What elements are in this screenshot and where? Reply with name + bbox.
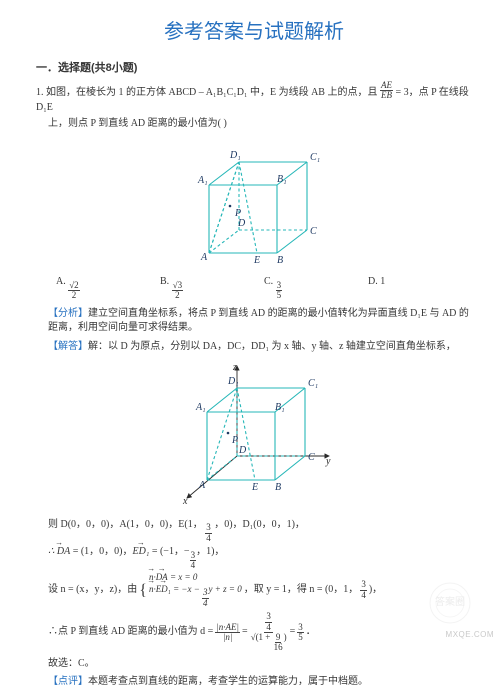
comment-tag: 【点评】	[48, 676, 88, 687]
option-C: C. 35	[264, 275, 368, 300]
calc-distance: ∴点 P 到直线 AD 距离的最小值为 d = |n·AE| |n| = 34 …	[36, 612, 472, 653]
svg-text:y: y	[325, 456, 331, 467]
svg-text:P: P	[231, 435, 238, 446]
watermark-text: MXQE.COM	[446, 629, 494, 641]
svg-text:C: C	[310, 226, 317, 237]
svg-text:D₁: D₁	[229, 150, 241, 161]
option-D: D. 1	[368, 275, 472, 300]
solution-tag: 【解答】	[48, 341, 88, 352]
left-brace-icon: {	[139, 579, 147, 602]
calc-vectors: ∴ DA = (1，0，0)，ED₁ = (−1，−34，1)，	[36, 545, 472, 570]
svg-text:A: A	[200, 252, 208, 263]
dist-frac-numeric: 34 √(1 + 916)	[250, 612, 288, 653]
svg-text:C₁: C₁	[308, 378, 318, 389]
page-title: 参考答案与试题解析	[36, 18, 472, 47]
svg-text:B: B	[277, 255, 283, 266]
svg-text:A₁: A₁	[197, 175, 208, 186]
problem-line2: 上，则点 P 到直线 AD 距离的最小值为( )	[36, 117, 472, 132]
svg-text:B₁: B₁	[275, 402, 285, 413]
options-row: A. √22 B. √32 C. 35 D. 1	[36, 275, 472, 300]
calc-coords: 则 D(0，0，0)，A(1，0，0)，E(1， 34 ，0)，D₁(0，0，1…	[36, 518, 472, 543]
svg-text:D: D	[238, 445, 247, 456]
svg-text:A₁: A₁	[195, 402, 206, 413]
svg-text:E: E	[253, 255, 260, 266]
svg-text:C₁: C₁	[310, 152, 320, 163]
problem-number: 1.	[36, 87, 44, 98]
svg-text:B: B	[275, 482, 281, 493]
analysis-tag: 【分析】	[48, 308, 88, 319]
sys-eq-2: n·ED₁ = −x − 34y + z = 0	[149, 584, 242, 608]
solution-line: 【解答】解：以 D 为原点，分别以 DA，DC，DD₁ 为 x 轴、y 轴、z …	[36, 340, 472, 355]
svg-text:P: P	[234, 208, 241, 219]
svg-text:A: A	[198, 480, 206, 491]
svg-text:z: z	[232, 362, 237, 373]
svg-text:C: C	[308, 452, 315, 463]
analysis-line: 【分析】建立空间直角坐标系，将点 P 到直线 AD 的距离的最小值转化为异面直线…	[36, 307, 472, 336]
ratio-AE-EB: AE EB	[380, 81, 393, 101]
option-A: A. √22	[56, 275, 160, 300]
svg-text:D₁: D₁	[227, 376, 239, 387]
calc-conclusion: 故选：C。	[36, 657, 472, 672]
calc-system: 设 n = (x，y，z)，由 { n·DA = x = 0 n·ED₁ = −…	[36, 572, 472, 608]
figure-cube-1: A B C D A₁ B₁ C₁ D₁ E P	[36, 138, 472, 272]
svg-text:E: E	[251, 482, 258, 493]
cube-svg-2: A B C D A₁ B₁ C₁ D₁ E P z y x	[169, 360, 339, 508]
svg-text:B₁: B₁	[277, 174, 287, 185]
option-B: B. √32	[160, 275, 264, 300]
svg-text:D: D	[237, 218, 246, 229]
problem-line1: 1. 如图，在棱长为 1 的正方体 ABCD – A₁B₁C₁D₁ 中，E 为线…	[36, 81, 472, 115]
comment-line: 【点评】本题考查点到直线的距离，考查学生的运算能力，属于中档题。	[36, 675, 472, 690]
figure-cube-2: A B C D A₁ B₁ C₁ D₁ E P z y x	[36, 360, 472, 514]
watermark-stamp: 答案圈	[428, 581, 472, 625]
cube-svg-1: A B C D A₁ B₁ C₁ D₁ E P	[179, 138, 329, 266]
section-heading: 一．选择题(共8小题)	[36, 61, 472, 77]
dist-result: 3 5	[297, 623, 304, 643]
dist-frac-symbolic: |n·AE| |n|	[215, 623, 240, 643]
svg-text:x: x	[182, 496, 188, 507]
